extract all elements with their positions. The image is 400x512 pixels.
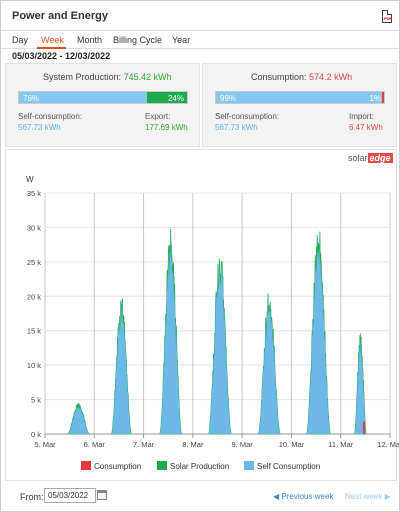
from-label: From: xyxy=(20,492,44,502)
production-self-value: 567.73 kWh xyxy=(18,123,61,132)
consumption-bar: 99% 1% xyxy=(215,91,385,104)
consumption-panel: Consumption: 574.2 kWh 99% 1% Self-consu… xyxy=(202,63,397,147)
export-label: Export: xyxy=(145,112,171,121)
tab-day[interactable]: Day xyxy=(12,35,29,45)
date-range: 05/03/2022 - 12/03/2022 xyxy=(12,51,111,61)
legend-label: Solar Production xyxy=(170,462,229,471)
x-tick-label: 12. Mar xyxy=(377,440,399,449)
self-consumption-area xyxy=(111,300,132,434)
consumption-area xyxy=(362,421,365,434)
y-tick-label: 5 k xyxy=(31,396,41,405)
legend-label: Self Consumption xyxy=(257,462,320,471)
tab-billing-cycle[interactable]: Billing Cycle xyxy=(113,35,163,45)
legend-swatch xyxy=(81,461,91,470)
self-consumption-area xyxy=(258,296,281,434)
y-tick-label: 25 k xyxy=(27,258,41,267)
y-tick-label: 10 k xyxy=(27,361,41,370)
import-segment xyxy=(382,92,384,103)
consumption-self-label: Self-consumption: xyxy=(215,112,280,121)
brand-suffix: edge xyxy=(367,153,393,163)
import-value: 6.47 kWh xyxy=(349,123,383,132)
from-date-input[interactable] xyxy=(44,488,96,503)
tab-month[interactable]: Month xyxy=(77,35,103,45)
x-tick-label: 9. Mar xyxy=(232,440,254,449)
y-tick-label: 15 k xyxy=(27,327,41,336)
export-segment xyxy=(146,92,187,103)
y-tick-label: 0 k xyxy=(31,430,41,439)
production-heading: System Production: 745.42 kWh xyxy=(43,72,172,82)
x-tick-label: 6. Mar xyxy=(84,440,106,449)
consumption-label: Consumption: xyxy=(251,72,307,82)
consumption-heading: Consumption: 574.2 kWh xyxy=(251,72,352,82)
production-panel: System Production: 745.42 kWh 76% 24% Se… xyxy=(5,63,200,147)
self-consumption-area xyxy=(67,404,90,434)
production-self-pct: 76% xyxy=(23,94,40,103)
x-tick-label: 8. Mar xyxy=(182,440,204,449)
legend-swatch xyxy=(157,461,167,470)
export-value: 177.69 kWh xyxy=(145,123,188,132)
y-tick-label: 35 k xyxy=(27,189,41,198)
x-tick-label: 7. Mar xyxy=(133,440,155,449)
y-tick-label: 20 k xyxy=(27,292,41,301)
y-axis-unit: W xyxy=(26,175,34,184)
import-label: Import: xyxy=(349,112,374,121)
next-week-link[interactable]: Next week ▶ xyxy=(345,492,391,501)
previous-week-link[interactable]: ◀ Previous week xyxy=(273,492,334,501)
pdf-icon[interactable]: PDF xyxy=(382,10,392,23)
production-value: 745.42 kWh xyxy=(123,72,172,82)
brand-prefix: solar xyxy=(348,153,368,163)
production-bar: 76% 24% xyxy=(18,91,188,104)
period-tabs: Day Week Month Billing Cycle Year xyxy=(1,32,399,49)
widget-header: Power and Energy PDF xyxy=(1,1,399,31)
power-chart[interactable]: W 0 k 5 k 10 k 15 k 20 k 25 k 30 k 35 k 5. Mar 6.… xyxy=(1,161,399,491)
self-consumption-area xyxy=(208,261,232,434)
production-export-pct: 24% xyxy=(167,94,184,103)
x-tick-label: 10. Mar xyxy=(279,440,305,449)
tab-week[interactable]: Week xyxy=(41,35,64,45)
calendar-icon[interactable] xyxy=(97,490,107,500)
tab-year[interactable]: Year xyxy=(172,35,191,45)
y-tick-label: 30 k xyxy=(27,223,41,232)
consumption-self-pct: 99% xyxy=(220,94,237,103)
active-tab-indicator xyxy=(37,47,66,49)
x-tick-label: 11. Mar xyxy=(328,440,353,449)
pdf-icon-text: PDF xyxy=(384,16,392,21)
consumption-import-pct: 1% xyxy=(369,94,381,103)
legend-label: Consumption xyxy=(94,462,141,471)
self-consumption-area xyxy=(354,336,367,434)
x-tick-label: 5. Mar xyxy=(34,440,56,449)
self-consumption-area xyxy=(306,238,331,434)
legend-swatch xyxy=(244,461,254,470)
solaredge-logo: solar edge xyxy=(348,153,393,163)
production-label: System Production: xyxy=(43,72,122,82)
self-consumption-area xyxy=(159,235,182,434)
consumption-self-value: 567.73 kWh xyxy=(215,123,258,132)
consumption-value: 574.2 kWh xyxy=(309,72,353,82)
widget-title: Power and Energy xyxy=(12,10,108,22)
production-self-label: Self-consumption: xyxy=(18,112,83,121)
chart-panel xyxy=(5,149,397,481)
